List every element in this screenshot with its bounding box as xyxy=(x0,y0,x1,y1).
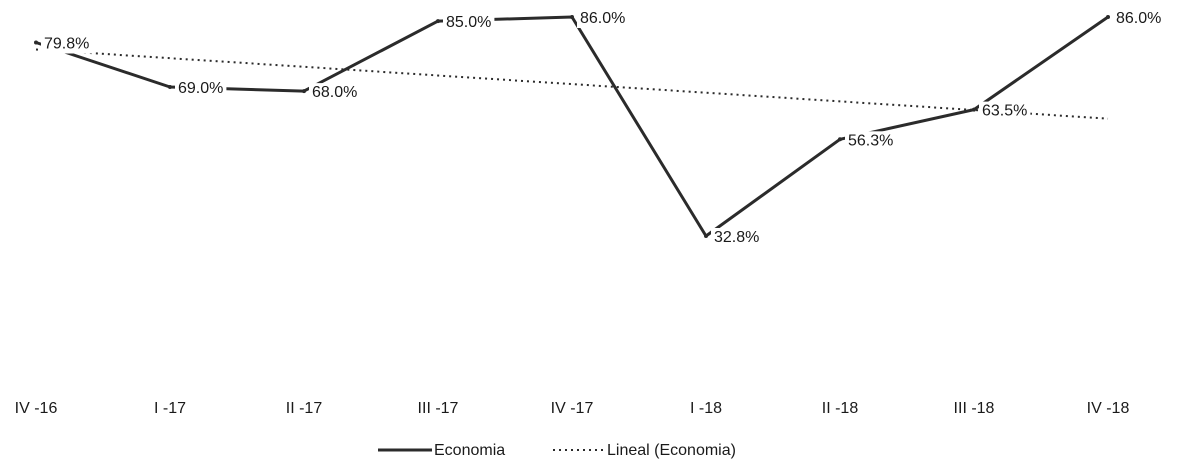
data-point-2 xyxy=(302,89,306,94)
data-label-group: 32.8% xyxy=(711,228,763,247)
data-label-group: 68.0% xyxy=(309,83,361,103)
data-label: 86.0% xyxy=(1116,10,1161,27)
data-label-background xyxy=(175,79,227,98)
data-label-group: 63.5% xyxy=(979,101,1031,121)
data-label-group: 86.0% xyxy=(1113,9,1165,28)
x-tick-label: I -18 xyxy=(690,400,722,417)
data-label-background xyxy=(577,9,629,28)
data-point-7 xyxy=(972,107,976,112)
data-labels: 79.8% 69.0% 68.0% 85.0% 86.0% 32.8% 56.3% 63.5%… xyxy=(41,9,1165,247)
data-label-background xyxy=(979,101,1031,121)
data-label: 68.0% xyxy=(312,84,357,101)
x-tick-label: IV -17 xyxy=(551,400,594,417)
data-point-8 xyxy=(1106,15,1110,19)
data-label: 69.0% xyxy=(178,80,223,97)
x-tick-label: I -17 xyxy=(154,400,186,417)
data-label-group: 85.0% xyxy=(443,13,495,33)
data-label-background xyxy=(711,228,763,247)
x-tick-label: II -17 xyxy=(286,400,323,417)
legend: Economia Lineal (Economia) xyxy=(378,442,736,459)
data-label-group: 86.0% xyxy=(577,9,629,28)
x-tick-label: III -18 xyxy=(954,400,995,417)
data-label-background xyxy=(1113,9,1165,28)
x-tick-label: IV -18 xyxy=(1087,400,1130,417)
data-label-background xyxy=(41,34,93,54)
data-label: 79.8% xyxy=(44,36,89,53)
data-point-5 xyxy=(704,234,708,238)
data-label: 85.0% xyxy=(446,14,491,31)
data-label: 86.0% xyxy=(580,10,625,27)
x-tick-label: II -18 xyxy=(822,400,859,417)
data-label-group: 69.0% xyxy=(175,79,227,98)
data-label-background xyxy=(309,83,361,103)
data-point-0 xyxy=(34,40,38,45)
data-label-background xyxy=(845,131,897,151)
data-label-group: 56.3% xyxy=(845,131,897,151)
legend-label-lineal-economia: Lineal (Economia) xyxy=(607,442,736,459)
data-label-background xyxy=(443,13,495,33)
data-point-6 xyxy=(838,137,842,142)
legend-label-economia: Economia xyxy=(434,442,505,459)
plot-area xyxy=(34,15,1110,238)
data-point-1 xyxy=(168,85,172,89)
data-point-4 xyxy=(570,15,574,19)
trendline-lineal-economia xyxy=(35,48,1109,120)
x-tick-label: IV -16 xyxy=(15,400,58,417)
data-label: 56.3% xyxy=(848,132,893,149)
data-label: 63.5% xyxy=(982,103,1027,120)
data-point-3 xyxy=(436,19,440,24)
data-label: 32.8% xyxy=(714,229,759,246)
data-label-group: 79.8% xyxy=(41,34,93,54)
x-axis: IV -16 I -17 II -17 III -17 IV -17 I -18 II -1… xyxy=(15,400,1130,417)
series-line-economia xyxy=(34,15,1110,238)
x-tick-label: III -17 xyxy=(418,400,459,417)
